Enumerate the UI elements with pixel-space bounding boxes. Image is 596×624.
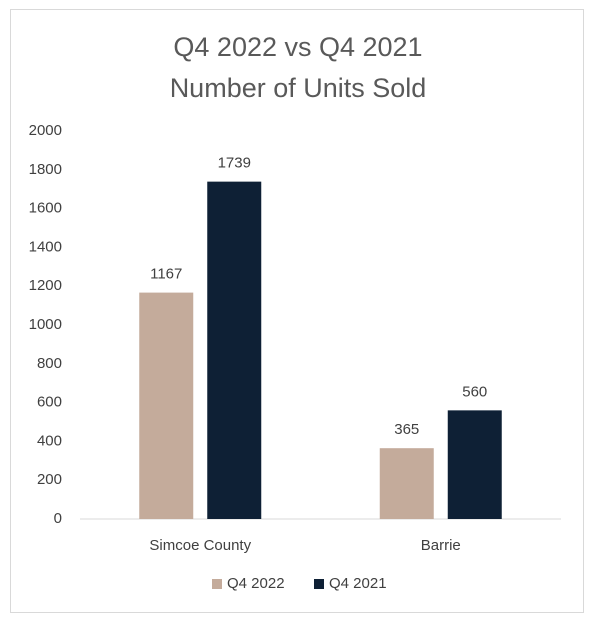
bar-q4-2021 xyxy=(207,181,262,519)
legend-swatch xyxy=(212,579,222,589)
y-tick-label: 1600 xyxy=(29,200,62,217)
legend-label: Q4 2021 xyxy=(329,575,387,592)
y-tick-label: 2000 xyxy=(29,122,62,139)
y-tick-label: 800 xyxy=(37,355,62,372)
y-tick-label: 1000 xyxy=(29,316,62,333)
chart-title-line: Number of Units Sold xyxy=(170,73,427,103)
y-tick-label: 600 xyxy=(37,394,62,411)
y-tick-label: 400 xyxy=(37,432,62,449)
bar-q4-2022 xyxy=(379,448,434,519)
chart-title-line: Q4 2022 vs Q4 2021 xyxy=(173,32,422,62)
bar-q4-2021 xyxy=(447,410,502,519)
y-tick-label: 1400 xyxy=(29,238,62,255)
x-category-label: Barrie xyxy=(421,537,461,554)
legend-label: Q4 2022 xyxy=(227,575,285,592)
y-tick-label: 0 xyxy=(54,510,62,527)
data-label: 365 xyxy=(394,421,419,438)
data-label: 1739 xyxy=(218,155,251,172)
bar-q4-2022 xyxy=(139,292,194,519)
y-tick-label: 200 xyxy=(37,471,62,488)
x-category-label: Simcoe County xyxy=(149,537,251,554)
y-tick-label: 1200 xyxy=(29,277,62,294)
data-label: 1167 xyxy=(150,266,182,283)
data-label: 560 xyxy=(462,383,487,400)
y-tick-label: 1800 xyxy=(29,161,62,178)
legend-swatch xyxy=(314,579,324,589)
